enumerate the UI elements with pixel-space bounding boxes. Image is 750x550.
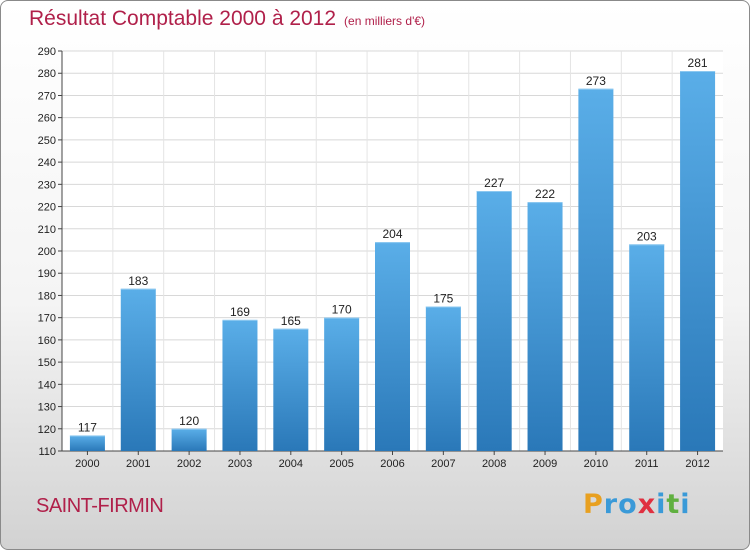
bar-2010 [578, 88, 614, 452]
x-tick-label-2000: 2000 [75, 458, 99, 470]
x-tick-label-2002: 2002 [177, 458, 201, 470]
value-label-2006: 204 [382, 227, 402, 241]
x-tick-label-2012: 2012 [685, 458, 709, 470]
x-tick-label-2011: 2011 [635, 458, 659, 470]
chart-title: Résultat Comptable 2000 à 2012 (en millie… [29, 7, 425, 31]
value-label-2011: 203 [637, 229, 657, 243]
y-tick-label-120: 120 [38, 424, 56, 436]
y-tick-label-150: 150 [38, 357, 56, 369]
value-label-2004: 165 [281, 314, 301, 328]
value-label-2007: 175 [433, 292, 453, 306]
bar-2008 [476, 191, 512, 451]
value-label-2012: 281 [688, 56, 708, 70]
chart-subtitle: (en milliers d'€) [344, 14, 426, 28]
bar-2007 [425, 306, 461, 451]
y-tick-label-180: 180 [38, 290, 56, 302]
bar-2004 [273, 328, 309, 451]
logo-letter-2: o [618, 489, 638, 520]
chart-title-text: Résultat Comptable 2000 à 2012 [29, 7, 337, 30]
value-label-2008: 227 [484, 176, 504, 190]
bar-2000 [69, 435, 105, 451]
value-label-2003: 169 [230, 305, 250, 319]
value-label-2005: 170 [332, 303, 352, 317]
y-tick-label-250: 250 [38, 135, 56, 147]
logo-letter-4: i [656, 489, 667, 520]
x-tick-label-2005: 2005 [329, 458, 353, 470]
y-tick-label-170: 170 [38, 313, 56, 325]
logo-letter-6: i [680, 489, 691, 520]
value-label-2000: 117 [78, 420, 97, 434]
bar-2003 [222, 319, 258, 451]
y-tick-label-200: 200 [38, 246, 56, 258]
logo-letter-0: P [583, 489, 604, 520]
y-tick-label-190: 190 [38, 268, 56, 280]
x-tick-label-2003: 2003 [228, 458, 252, 470]
value-label-2002: 120 [179, 414, 199, 428]
value-label-2001: 183 [128, 274, 148, 288]
y-tick-label-210: 210 [38, 224, 56, 236]
bar-2005 [324, 317, 360, 451]
y-tick-label-260: 260 [38, 113, 56, 125]
x-tick-label-2008: 2008 [482, 458, 506, 470]
value-label-2009: 222 [535, 187, 555, 201]
x-tick-label-2010: 2010 [584, 458, 608, 470]
x-tick-label-2009: 2009 [533, 458, 557, 470]
x-tick-label-2004: 2004 [279, 458, 303, 470]
x-tick-label-2006: 2006 [380, 458, 404, 470]
logo-letter-3: x [637, 489, 657, 520]
y-tick-label-110: 110 [38, 446, 56, 458]
y-tick-label-230: 230 [38, 179, 56, 191]
bar-2002 [171, 428, 207, 451]
y-tick-label-220: 220 [38, 202, 56, 214]
labels: 117 2000 183 2001 120 2002 169 2003 165 2004 170 20… [75, 56, 710, 470]
y-tick-label-290: 290 [38, 46, 56, 58]
bar-2009 [527, 202, 563, 451]
logo-letter-1: r [603, 489, 619, 520]
y-tick-label-130: 130 [38, 402, 56, 414]
location-name: SAINT-FIRMIN [36, 495, 164, 517]
bar-2006 [375, 242, 410, 451]
proxiti-logo: Proxiti [583, 489, 691, 520]
x-tick-label-2007: 2007 [431, 458, 455, 470]
y-tick-label-270: 270 [38, 90, 56, 102]
y-tick-label-140: 140 [38, 379, 56, 391]
bar-2011 [629, 244, 665, 451]
y-tick-label-160: 160 [38, 335, 56, 347]
bar-2001 [120, 288, 156, 451]
y-tick-label-240: 240 [38, 157, 56, 169]
y-tick-label-280: 280 [38, 68, 56, 80]
bars [69, 71, 716, 452]
value-label-2010: 273 [586, 74, 606, 88]
logo-letter-5: t [666, 489, 681, 520]
bar-2012 [680, 71, 716, 451]
x-tick-label-2001: 2001 [126, 458, 150, 470]
